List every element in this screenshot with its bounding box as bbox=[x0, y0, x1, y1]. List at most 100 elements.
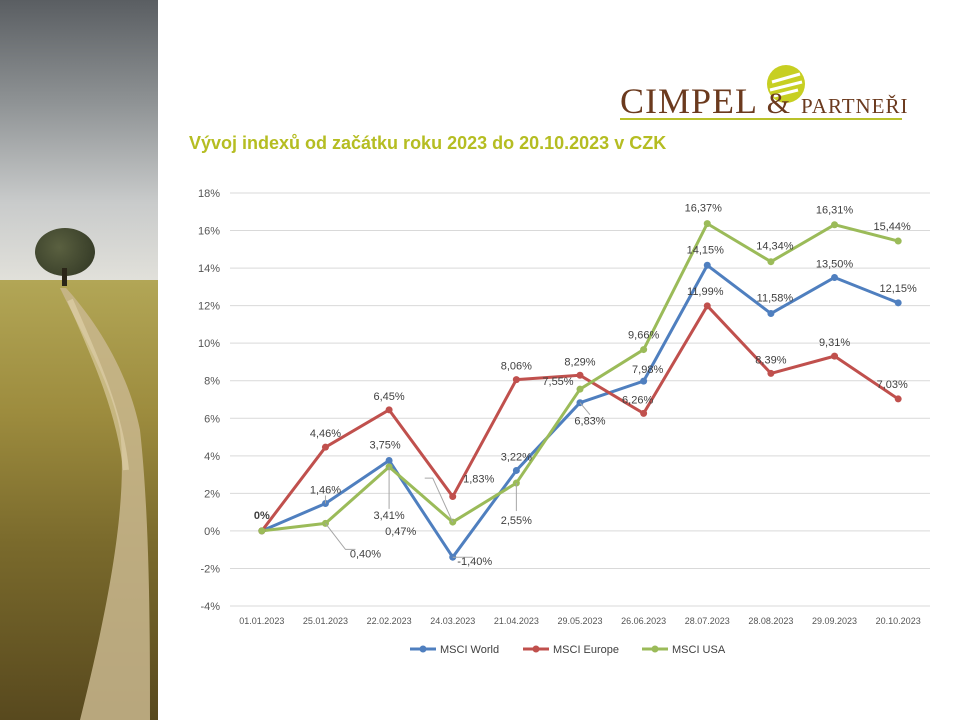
chart-title: Vývoj indexů od začátku roku 2023 do 20.… bbox=[189, 133, 667, 153]
x-tick-label: 26.06.2023 bbox=[621, 616, 666, 626]
data-label-usa: 16,37% bbox=[685, 203, 723, 215]
data-label-world: 3,22% bbox=[501, 451, 532, 463]
data-point-world bbox=[640, 377, 648, 385]
data-label-world: 11,58% bbox=[757, 293, 794, 305]
leader-line bbox=[424, 477, 454, 523]
data-point-usa bbox=[894, 237, 902, 245]
x-tick-label: 24.03.2023 bbox=[430, 616, 475, 626]
data-label-world: -1,40% bbox=[457, 556, 492, 568]
data-label-usa: 2,55% bbox=[501, 515, 532, 527]
data-point-europe bbox=[767, 369, 775, 377]
data-point-europe bbox=[894, 395, 902, 403]
data-point-europe bbox=[576, 371, 584, 379]
data-label-usa: 14,34% bbox=[756, 241, 794, 253]
legend-label-usa: MSCI USA bbox=[672, 644, 726, 656]
data-label-usa: 16,31% bbox=[816, 205, 854, 217]
landscape-photo bbox=[0, 0, 158, 720]
data-label-usa: 3,41% bbox=[373, 510, 404, 522]
data-point-europe bbox=[831, 352, 839, 360]
data-point-world bbox=[894, 299, 902, 307]
tree-trunk bbox=[62, 268, 67, 286]
x-tick-label: 25.01.2023 bbox=[303, 616, 348, 626]
divider-stripe bbox=[171, 0, 174, 720]
data-point-europe bbox=[640, 409, 648, 417]
data-point-world bbox=[831, 273, 839, 281]
data-label-usa: 15,44% bbox=[874, 221, 912, 233]
data-label-world: 13,50% bbox=[816, 258, 854, 270]
data-point-europe bbox=[703, 302, 711, 310]
data-point-world bbox=[512, 466, 520, 474]
y-tick-label: 2% bbox=[204, 488, 220, 500]
logo-ampersand: & bbox=[766, 87, 792, 120]
data-point-europe bbox=[449, 493, 457, 501]
data-label-world: 12,15% bbox=[880, 283, 918, 295]
y-tick-label: 6% bbox=[204, 413, 220, 425]
dirt-road bbox=[60, 288, 150, 720]
leader-line bbox=[325, 523, 356, 550]
data-label-europe: 6,26% bbox=[622, 394, 653, 406]
data-label-world: 14,15% bbox=[687, 244, 725, 256]
legend-label-world: MSCI World bbox=[440, 644, 499, 656]
y-tick-label: 0% bbox=[204, 526, 220, 538]
legend-marker-world bbox=[419, 645, 427, 653]
series-line-world bbox=[261, 263, 899, 559]
leaf-logo-icon bbox=[767, 65, 805, 103]
data-label-europe: 8,29% bbox=[564, 356, 595, 368]
data-point-world bbox=[767, 310, 775, 318]
y-tick-label: 4% bbox=[204, 451, 220, 463]
y-tick-label: 18% bbox=[198, 188, 220, 200]
data-point-usa bbox=[449, 518, 457, 526]
x-tick-label: 28.07.2023 bbox=[685, 616, 730, 626]
data-point-europe bbox=[512, 376, 520, 384]
data-label-europe: 9,31% bbox=[819, 337, 850, 349]
x-tick-label: 29.05.2023 bbox=[557, 616, 602, 626]
logo-underline bbox=[620, 118, 902, 120]
logo-partners: PARTNEŘI bbox=[801, 94, 909, 118]
x-tick-label: 28.08.2023 bbox=[748, 616, 793, 626]
data-label-usa: 0,40% bbox=[350, 548, 381, 560]
x-tick-label: 21.04.2023 bbox=[494, 616, 539, 626]
data-label-usa: 9,66% bbox=[628, 330, 659, 342]
data-point-world bbox=[703, 261, 711, 269]
y-tick-label: 8% bbox=[204, 376, 220, 388]
data-point-europe bbox=[385, 406, 393, 414]
data-label-usa: 7,55% bbox=[542, 376, 573, 388]
data-label-world: 7,98% bbox=[632, 364, 663, 376]
data-point-europe bbox=[321, 443, 329, 451]
logo-name: CIMPEL bbox=[620, 81, 757, 121]
y-tick-label: -2% bbox=[200, 563, 220, 575]
legend-marker-usa bbox=[651, 645, 659, 653]
legend-marker-europe bbox=[532, 645, 540, 653]
data-label-europe: 8,06% bbox=[501, 361, 532, 373]
data-point-usa bbox=[576, 385, 584, 393]
leader-line bbox=[579, 402, 591, 416]
data-point-usa bbox=[258, 527, 266, 535]
divider-stripe bbox=[164, 0, 167, 720]
data-label-world: 1,46% bbox=[310, 485, 341, 497]
data-label-world: 6,83% bbox=[574, 416, 605, 428]
data-point-world bbox=[385, 457, 393, 465]
x-tick-label: 22.02.2023 bbox=[367, 616, 412, 626]
data-label-world: 3,75% bbox=[369, 440, 400, 452]
divider-stripe bbox=[158, 0, 161, 720]
data-label-usa: 0,47% bbox=[385, 526, 416, 538]
x-tick-label: 20.10.2023 bbox=[876, 616, 921, 626]
y-tick-label: 16% bbox=[198, 226, 220, 238]
data-point-usa bbox=[640, 346, 648, 354]
data-point-usa bbox=[767, 258, 775, 266]
data-label-europe: 8,39% bbox=[755, 354, 786, 366]
data-label-europe: 11,99% bbox=[687, 286, 724, 298]
company-logo: CIMPEL & PARTNEŘI bbox=[620, 62, 910, 122]
line-chart: -4% -2% 0% 2% 4% 6% 8% 10% 12% 14% 16% 18% 01.01.202… bbox=[198, 188, 930, 656]
data-label-world: 0% bbox=[254, 510, 270, 522]
x-tick-label: 01.01.2023 bbox=[239, 616, 284, 626]
data-label-europe: 1,83% bbox=[463, 474, 494, 486]
y-tick-label: 12% bbox=[198, 301, 220, 313]
y-tick-label: 10% bbox=[198, 338, 220, 350]
y-tick-label: -4% bbox=[200, 601, 220, 613]
legend-label-europe: MSCI Europe bbox=[553, 644, 619, 656]
data-label-europe: 6,45% bbox=[373, 391, 404, 403]
y-tick-label: 14% bbox=[198, 263, 220, 275]
data-point-usa bbox=[703, 220, 711, 228]
x-tick-label: 29.09.2023 bbox=[812, 616, 857, 626]
